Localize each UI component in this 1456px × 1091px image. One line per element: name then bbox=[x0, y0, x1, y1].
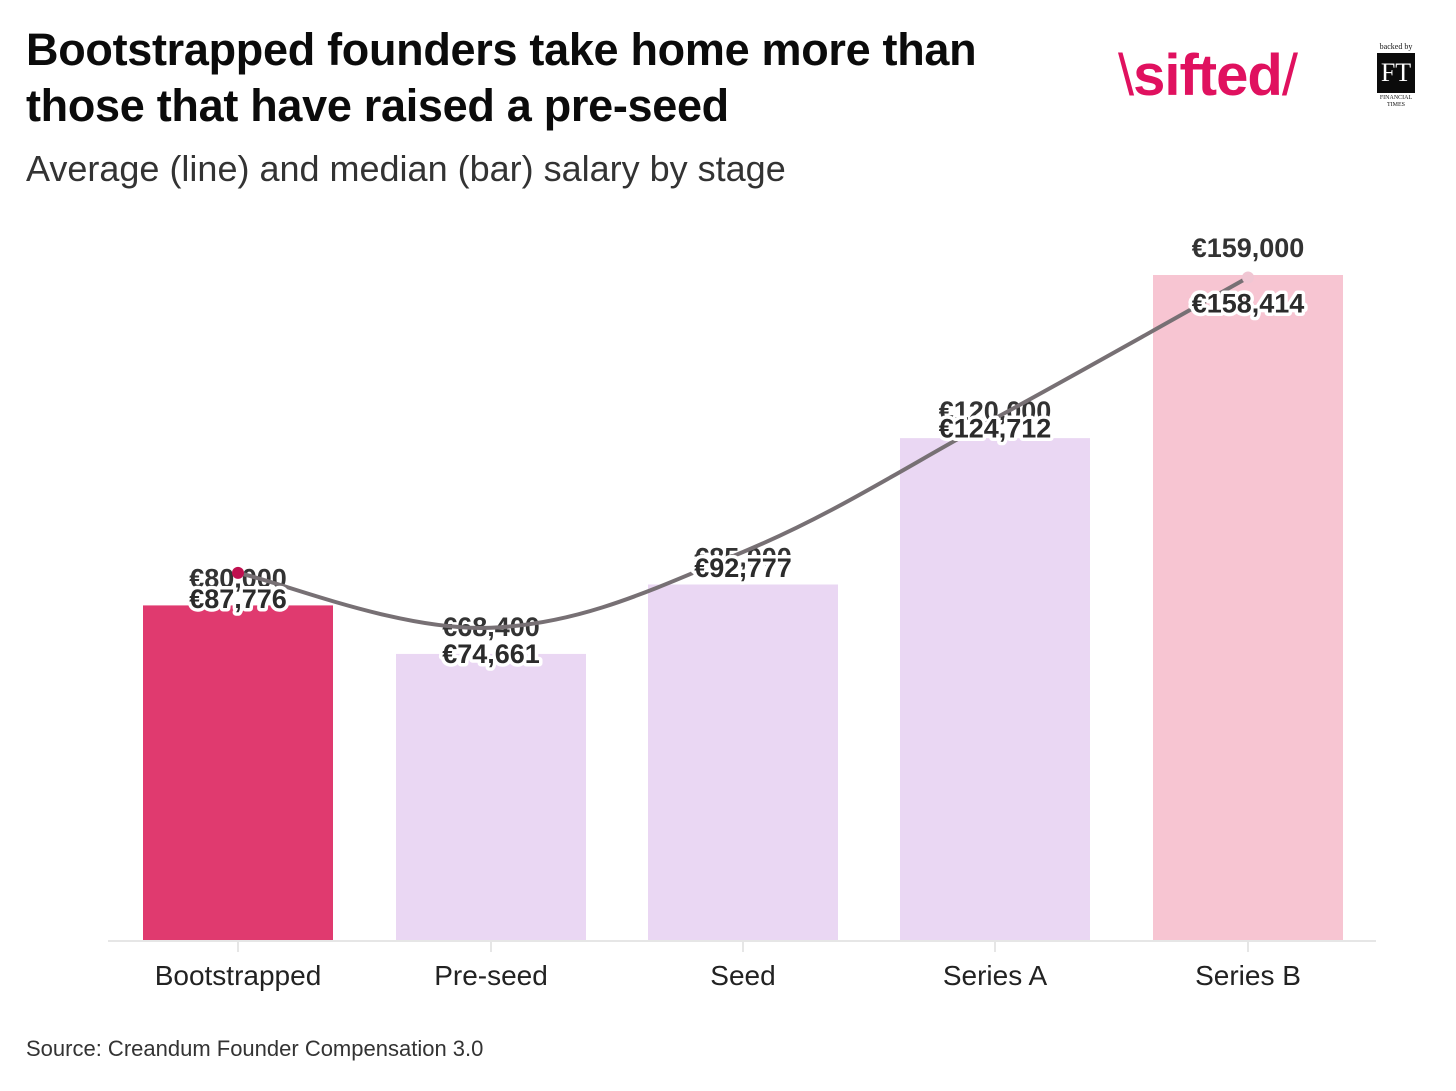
x-ticks-group bbox=[237, 941, 1249, 952]
average-label-4: €158,414 bbox=[1192, 289, 1305, 319]
average-label-1: €74,661 bbox=[442, 639, 540, 669]
category-labels-group: Bootstrapped Pre-seed Seed Series A Series B bbox=[155, 960, 1301, 991]
logo-slash-right: / bbox=[1281, 43, 1298, 108]
category-label-3: Series A bbox=[943, 960, 1048, 991]
ft-logo: backed by FT FINANCIAL TIMES bbox=[1374, 42, 1418, 116]
sifted-wordmark: sifted bbox=[1133, 43, 1283, 108]
category-label-0: Bootstrapped bbox=[155, 960, 322, 991]
average-line bbox=[236, 275, 1250, 630]
category-label-2: Seed bbox=[710, 960, 775, 991]
category-label-1: Pre-seed bbox=[434, 960, 548, 991]
median-label-4: €159,000 bbox=[1192, 233, 1305, 263]
average-points-group bbox=[232, 271, 1254, 579]
average-labels-group: €87,776 €74,661 €92,777 €124,712 €158,414 bbox=[186, 285, 1308, 672]
average-point-start bbox=[232, 566, 244, 579]
ft-mark: FT bbox=[1377, 53, 1415, 93]
sifted-logo: \sifted/ bbox=[1118, 36, 1298, 122]
bar-4 bbox=[1153, 275, 1343, 940]
bar-1 bbox=[396, 653, 586, 940]
bar-3 bbox=[900, 438, 1090, 940]
average-label-3: €124,712 bbox=[939, 414, 1052, 444]
brand-logo: \sifted/ backed by FT FINANCIAL TIMES bbox=[1118, 36, 1418, 122]
average-label-2: €92,777 bbox=[694, 553, 792, 583]
category-label-4: Series B bbox=[1195, 960, 1301, 991]
ft-name: FINANCIAL TIMES bbox=[1379, 95, 1413, 108]
median-label-3: €120,000 bbox=[939, 396, 1052, 426]
ft-backed-by: backed by bbox=[1379, 42, 1413, 51]
chart-title: Bootstrapped founders take home more tha… bbox=[26, 24, 977, 131]
bar-0 bbox=[143, 605, 333, 940]
average-label-0: €87,776 bbox=[189, 584, 287, 614]
bars-group bbox=[143, 275, 1343, 940]
average-point-end bbox=[1242, 271, 1254, 284]
logo-slash-left: \ bbox=[1118, 43, 1134, 108]
bar-2 bbox=[648, 584, 838, 940]
chart-subtitle: Average (line) and median (bar) salary b… bbox=[26, 148, 786, 189]
source-note: Source: Creandum Founder Compensation 3.… bbox=[26, 1036, 484, 1061]
